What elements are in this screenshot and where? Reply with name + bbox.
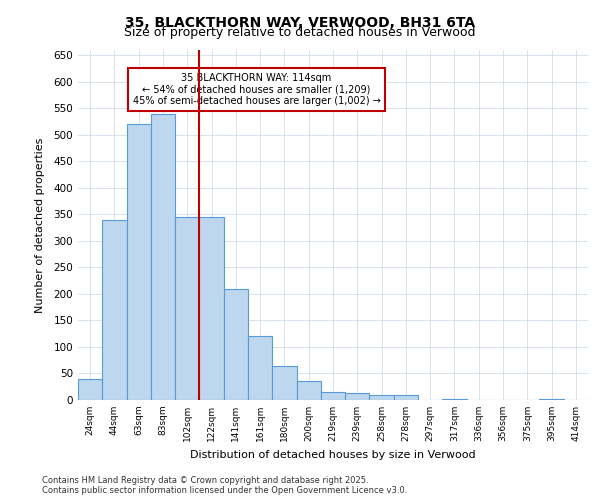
Bar <box>272 366 296 400</box>
Text: 35, BLACKTHORN WAY, VERWOOD, BH31 6TA: 35, BLACKTHORN WAY, VERWOOD, BH31 6TA <box>125 16 475 30</box>
Bar <box>539 399 564 400</box>
Bar <box>442 399 467 400</box>
Text: Contains HM Land Registry data © Crown copyright and database right 2025.
Contai: Contains HM Land Registry data © Crown c… <box>42 476 407 495</box>
Bar <box>296 382 321 400</box>
Bar <box>151 114 175 400</box>
X-axis label: Distribution of detached houses by size in Verwood: Distribution of detached houses by size … <box>190 450 476 460</box>
Y-axis label: Number of detached properties: Number of detached properties <box>35 138 45 312</box>
Bar <box>175 217 199 400</box>
Bar <box>345 393 370 400</box>
Bar <box>394 394 418 400</box>
Bar <box>248 336 272 400</box>
Bar <box>127 124 151 400</box>
Bar <box>199 217 224 400</box>
Bar <box>370 394 394 400</box>
Bar <box>321 392 345 400</box>
Bar <box>224 288 248 400</box>
Bar <box>78 379 102 400</box>
Text: Size of property relative to detached houses in Verwood: Size of property relative to detached ho… <box>124 26 476 39</box>
Bar <box>102 220 127 400</box>
Text: 35 BLACKTHORN WAY: 114sqm
← 54% of detached houses are smaller (1,209)
45% of se: 35 BLACKTHORN WAY: 114sqm ← 54% of detac… <box>133 73 380 106</box>
